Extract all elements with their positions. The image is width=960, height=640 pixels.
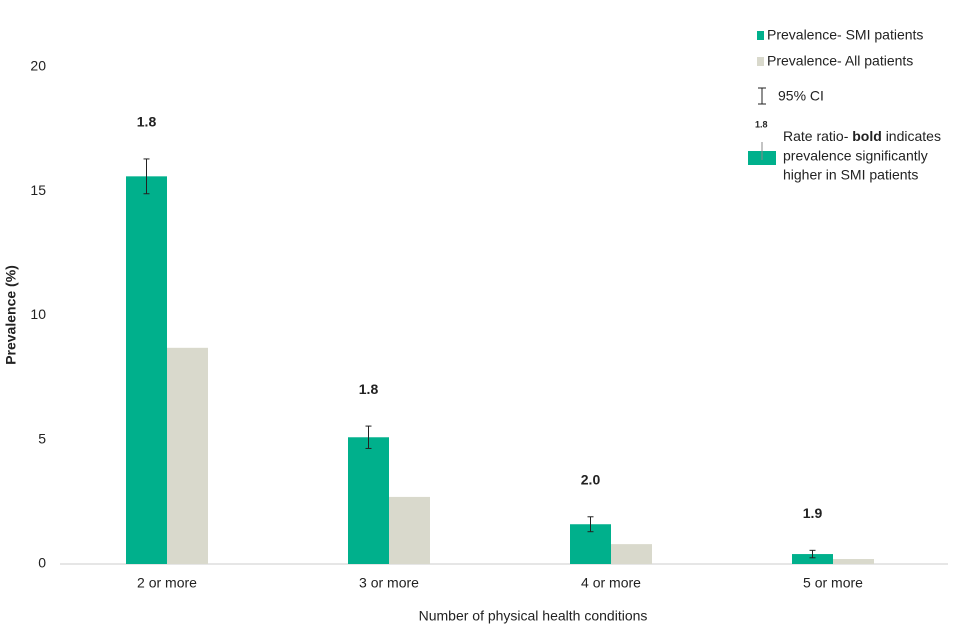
legend-label: Prevalence- SMI patients [767, 27, 923, 43]
x-tick-label: 3 or more [359, 575, 419, 591]
error-bar [587, 516, 594, 533]
error-bar [365, 425, 372, 449]
bar [126, 176, 167, 564]
bar [611, 544, 652, 564]
legend-label: 95% CI [778, 88, 824, 104]
error-bar [143, 158, 150, 195]
legend-swatch [757, 57, 764, 66]
x-tick-label: 2 or more [137, 575, 197, 591]
bar [167, 347, 208, 564]
x-tick-label: 5 or more [803, 575, 863, 591]
ratio-label: 1.8 [359, 381, 379, 397]
legend-swatch [757, 31, 764, 40]
x-tick-label: 4 or more [581, 575, 641, 591]
note-bold: bold [852, 128, 882, 144]
error-bar [809, 549, 816, 559]
y-tick-label: 5 [38, 430, 46, 446]
ratio-label: 1.9 [803, 505, 823, 521]
y-tick-label: 20 [30, 58, 46, 74]
legend-note: prevalence significantly [783, 148, 928, 164]
y-tick-label: 10 [30, 306, 46, 322]
y-tick-label: 0 [38, 555, 46, 571]
bar [389, 496, 430, 564]
legend-note: Rate ratio- bold indicates [783, 128, 941, 144]
legend-ratio-sample: 1.8 [755, 119, 768, 129]
legend-ci-symbol [758, 87, 766, 105]
legend-label: Prevalence- All patients [767, 53, 913, 69]
x-axis-label: Number of physical health conditions [419, 608, 648, 624]
legend-note: higher in SMI patients [783, 167, 918, 183]
y-tick-label: 15 [30, 182, 46, 198]
y-axis-label: Prevalence (%) [3, 265, 19, 365]
note-part: Rate ratio- [783, 128, 849, 144]
ratio-label: 2.0 [581, 471, 601, 487]
bar [833, 559, 874, 564]
bar [348, 437, 389, 564]
bar [792, 554, 833, 564]
ratio-label: 1.8 [137, 114, 157, 130]
note-part: indicates [886, 128, 941, 144]
